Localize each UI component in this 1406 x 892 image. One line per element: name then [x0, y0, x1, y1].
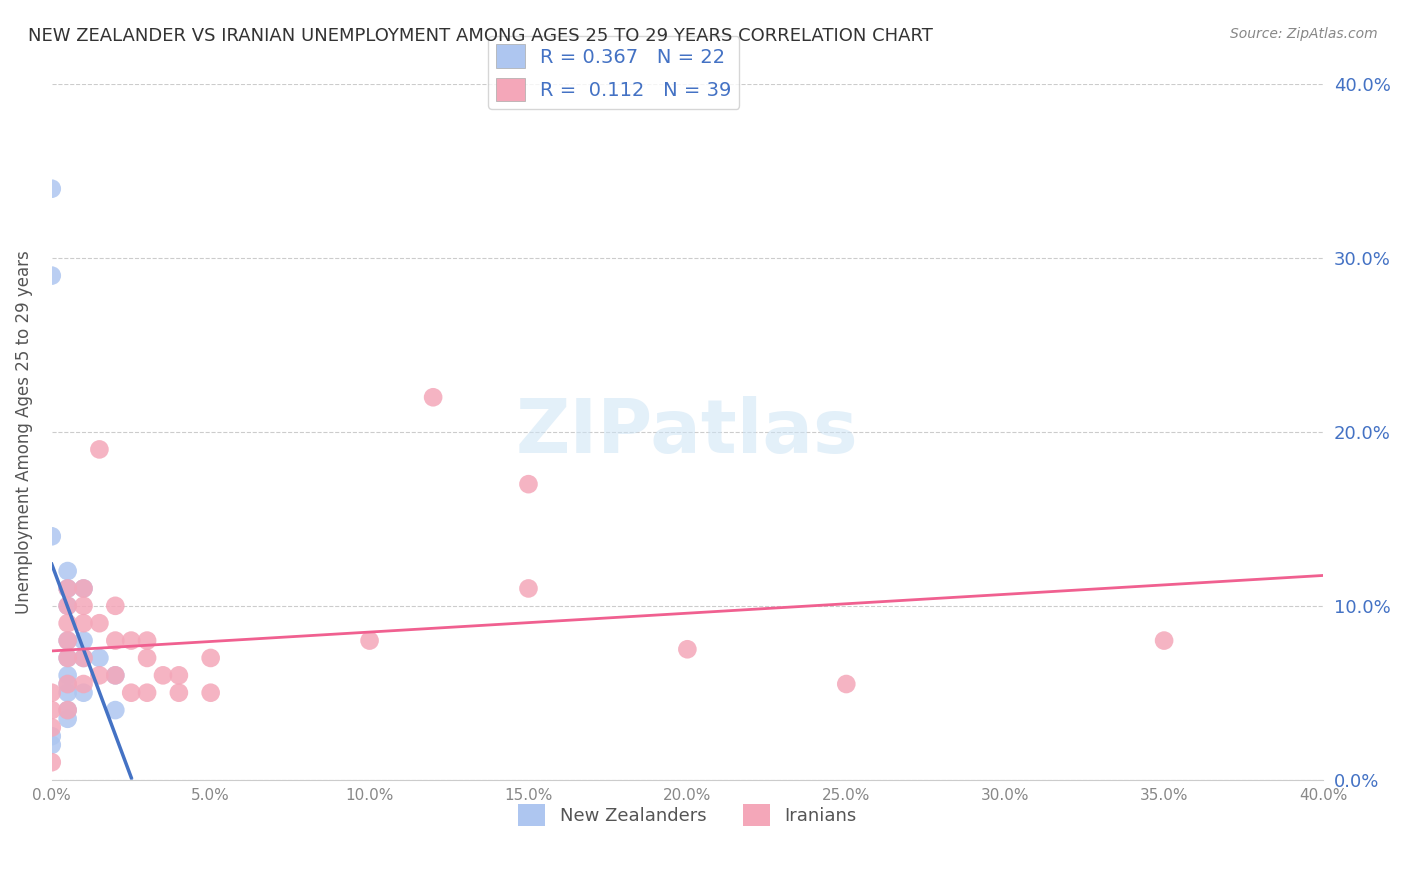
Point — [136, 633, 159, 648]
Point — [152, 668, 174, 682]
Point — [56, 633, 79, 648]
Point — [200, 651, 222, 665]
Point — [517, 582, 540, 596]
Point — [136, 686, 159, 700]
Point — [56, 668, 79, 682]
Point — [56, 616, 79, 631]
Point — [41, 703, 63, 717]
Point — [359, 633, 381, 648]
Point — [120, 633, 142, 648]
Point — [676, 642, 699, 657]
Point — [56, 712, 79, 726]
Point — [517, 477, 540, 491]
Point — [41, 529, 63, 543]
Point — [56, 686, 79, 700]
Point — [41, 721, 63, 735]
Point — [56, 633, 79, 648]
Point — [56, 651, 79, 665]
Point — [104, 599, 127, 613]
Point — [200, 686, 222, 700]
Text: Source: ZipAtlas.com: Source: ZipAtlas.com — [1230, 27, 1378, 41]
Point — [56, 703, 79, 717]
Point — [41, 756, 63, 770]
Point — [41, 729, 63, 743]
Point — [56, 677, 79, 691]
Point — [56, 564, 79, 578]
Point — [72, 651, 94, 665]
Point — [167, 686, 190, 700]
Point — [56, 599, 79, 613]
Point — [56, 599, 79, 613]
Point — [72, 616, 94, 631]
Point — [1153, 633, 1175, 648]
Point — [72, 599, 94, 613]
Point — [56, 582, 79, 596]
Point — [89, 616, 111, 631]
Point — [136, 651, 159, 665]
Point — [56, 582, 79, 596]
Legend: New Zealanders, Iranians: New Zealanders, Iranians — [512, 797, 863, 833]
Point — [41, 738, 63, 752]
Point — [72, 633, 94, 648]
Point — [120, 686, 142, 700]
Point — [72, 686, 94, 700]
Text: NEW ZEALANDER VS IRANIAN UNEMPLOYMENT AMONG AGES 25 TO 29 YEARS CORRELATION CHAR: NEW ZEALANDER VS IRANIAN UNEMPLOYMENT AM… — [28, 27, 934, 45]
Point — [72, 677, 94, 691]
Y-axis label: Unemployment Among Ages 25 to 29 years: Unemployment Among Ages 25 to 29 years — [15, 250, 32, 614]
Point — [41, 182, 63, 196]
Point — [56, 703, 79, 717]
Point — [41, 686, 63, 700]
Point — [89, 651, 111, 665]
Point — [89, 442, 111, 457]
Point — [72, 582, 94, 596]
Point — [104, 668, 127, 682]
Point — [56, 677, 79, 691]
Point — [89, 668, 111, 682]
Point — [72, 582, 94, 596]
Point — [835, 677, 858, 691]
Point — [56, 651, 79, 665]
Point — [104, 668, 127, 682]
Text: ZIPatlas: ZIPatlas — [516, 395, 859, 468]
Point — [41, 268, 63, 283]
Point — [104, 703, 127, 717]
Point — [422, 390, 444, 404]
Point — [104, 633, 127, 648]
Point — [167, 668, 190, 682]
Point — [72, 651, 94, 665]
